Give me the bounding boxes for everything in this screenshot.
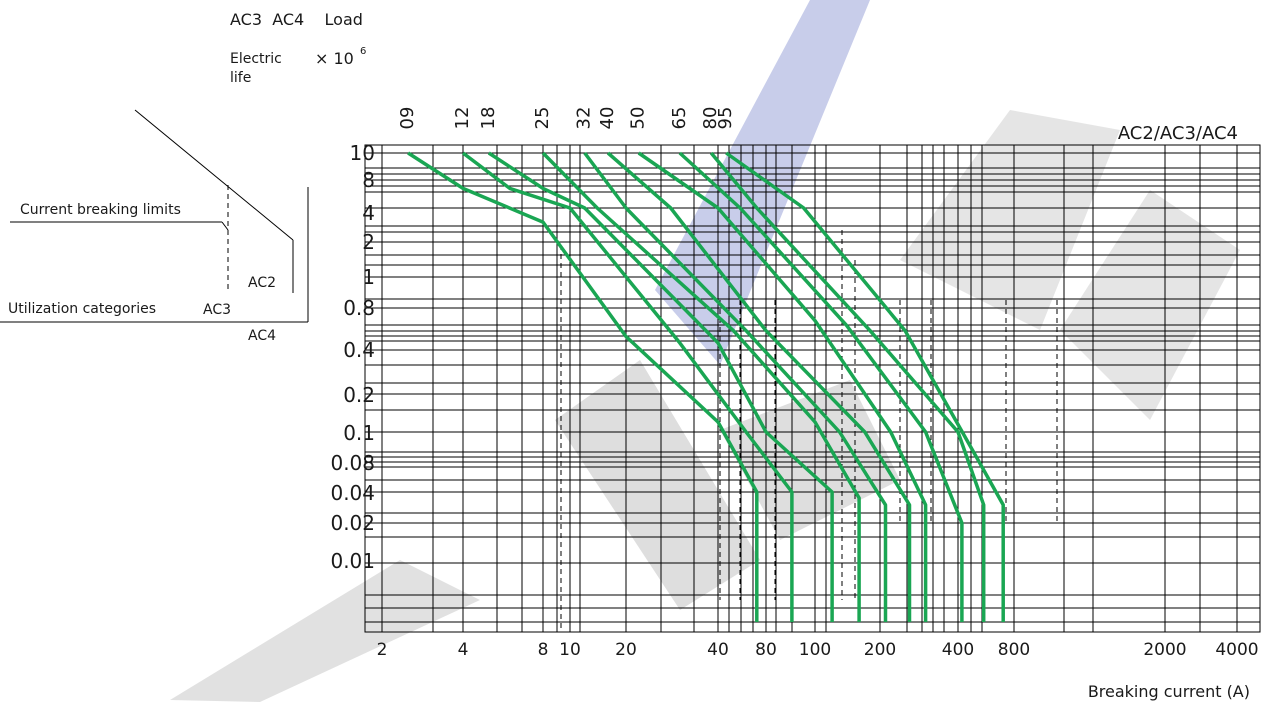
- electric-life-label-line2: life: [230, 70, 251, 86]
- curve-80: [709, 151, 986, 622]
- y-tick-label: 0.02: [330, 511, 375, 535]
- multiplier-label: × 10: [315, 49, 354, 68]
- legend-ac4-label: AC4: [248, 328, 276, 344]
- y-tick-label: 10: [350, 141, 375, 165]
- x-axis-tick-labels: 2 4 8 10 20 40 80 100 200 400 800 2000 4000: [377, 640, 1259, 660]
- x-tick-label: 400: [942, 640, 974, 660]
- chart-grid: [364, 144, 1261, 633]
- series-label-12: 12: [452, 107, 473, 130]
- legend-ac3-label: AC3: [203, 302, 231, 318]
- curve-95: [725, 151, 1005, 622]
- y-tick-label: 4: [362, 201, 375, 225]
- electric-life-label-line1: Electric: [230, 51, 282, 67]
- x-tick-label: 40: [707, 640, 729, 660]
- legend-life-line: [134, 109, 294, 241]
- series-label-95: 95: [715, 107, 736, 130]
- curve-25: [541, 151, 861, 622]
- x-axis-label: Breaking current (A): [1088, 682, 1250, 701]
- curve-12: [461, 151, 794, 622]
- series-label-32: 32: [574, 107, 595, 130]
- chart-title: AC2/AC3/AC4: [1118, 123, 1238, 144]
- x-tick-label: 8: [538, 640, 549, 660]
- multiplier-exponent: 6: [360, 46, 366, 57]
- x-tick-label: 200: [864, 640, 896, 660]
- y-tick-label: 0.2: [343, 383, 375, 407]
- curve-50: [637, 151, 928, 622]
- watermark: [170, 0, 1240, 702]
- y-tick-label: 0.04: [330, 481, 375, 505]
- curve-18: [487, 151, 834, 622]
- legend-utilization-categories: Utilization categories: [8, 301, 156, 317]
- curve-09: [407, 151, 759, 622]
- y-tick-label: 0.01: [330, 549, 375, 573]
- y-axis-tick-labels: 10 8 4 2 1 0.8 0.4 0.2 0.1 0.08 0.04 0.02 0.01: [330, 141, 375, 573]
- x-tick-label: 4: [458, 640, 469, 660]
- series-label-50: 50: [628, 107, 649, 130]
- load-categories-header: AC3 AC4 Load: [230, 10, 363, 29]
- legend-breaking-limit-slope: [221, 221, 229, 231]
- curve-65: [678, 151, 964, 622]
- curve-40: [606, 151, 912, 622]
- series-label-40: 40: [597, 107, 618, 130]
- series-label-09: 09: [397, 107, 418, 130]
- x-tick-label: 100: [799, 640, 831, 660]
- watermark-shape-3: [900, 110, 1120, 330]
- x-tick-label: 10: [559, 640, 581, 660]
- legend-current-breaking-limits: Current breaking limits: [20, 202, 181, 218]
- x-tick-label: 800: [998, 640, 1030, 660]
- y-tick-label: 2: [362, 230, 375, 254]
- y-tick-label: 0.08: [330, 451, 375, 475]
- y-tick-label: 0.1: [343, 421, 375, 445]
- y-tick-label: 0.8: [343, 296, 375, 320]
- series-label-80: 80: [700, 107, 721, 130]
- watermark-shape-4: [1060, 190, 1240, 420]
- curve-32: [583, 151, 888, 622]
- series-label-65: 65: [669, 107, 690, 130]
- x-tick-label: 2000: [1143, 640, 1186, 660]
- legend-ac2-label: AC2: [248, 275, 276, 291]
- legend-diagram: Current breaking limits Utilization cate…: [0, 109, 309, 344]
- series-label-25: 25: [532, 107, 553, 130]
- x-tick-label: 2: [377, 640, 388, 660]
- x-tick-label: 80: [755, 640, 777, 660]
- watermark-shape-blue: [655, 0, 870, 365]
- x-tick-label: 4000: [1215, 640, 1258, 660]
- series-label-18: 18: [478, 107, 499, 130]
- y-tick-label: 1: [362, 265, 375, 289]
- watermark-shape-1: [555, 360, 760, 610]
- y-tick-label: 8: [362, 168, 375, 192]
- y-tick-label: 0.4: [343, 338, 375, 362]
- chart-curves: [407, 151, 1005, 622]
- plot-frame: [364, 144, 1261, 633]
- x-tick-label: 20: [615, 640, 637, 660]
